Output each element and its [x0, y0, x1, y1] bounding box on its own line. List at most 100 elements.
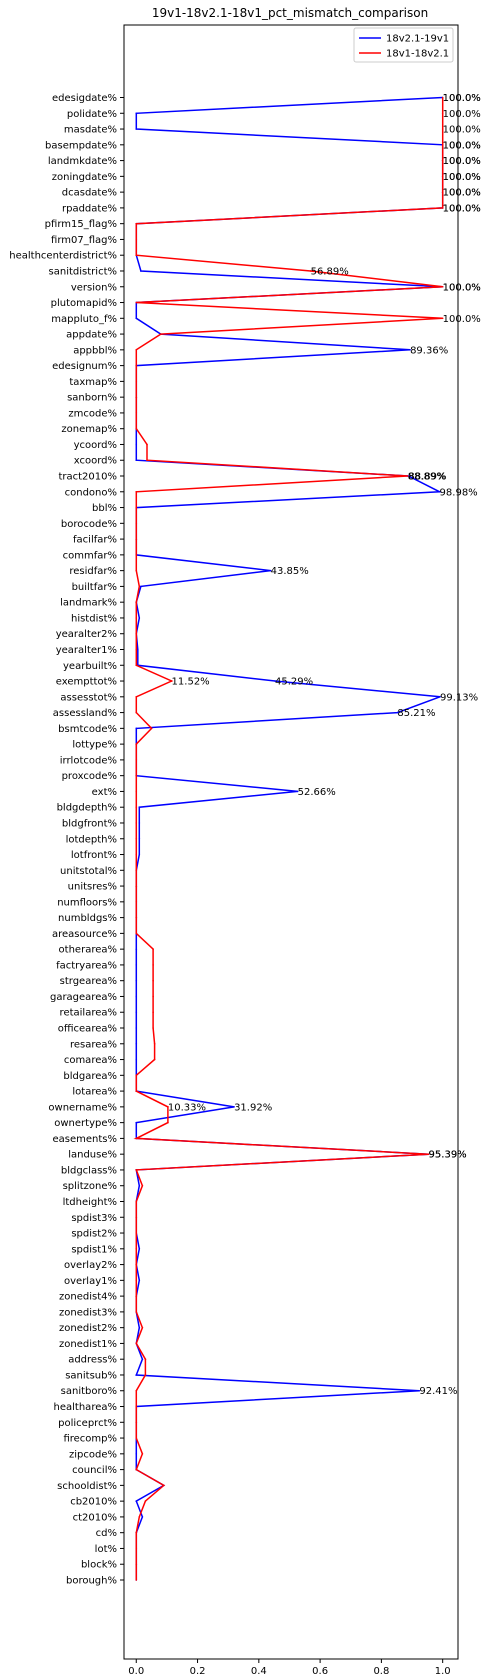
data-point — [138, 1248, 141, 1250]
axis-ticks: edesigdate% polidate% masdate% basempdate% l… — [9, 93, 450, 1677]
y-tick-label: numfloors% — [57, 897, 117, 908]
data-point — [135, 490, 138, 493]
data-point — [140, 585, 142, 588]
data-point — [135, 1011, 138, 1014]
data-label: 45.29% — [275, 677, 313, 688]
data-point — [152, 1011, 154, 1014]
data-point — [153, 1042, 156, 1045]
data-point — [167, 1106, 169, 1108]
data-point — [141, 1516, 144, 1518]
data-point — [396, 711, 399, 714]
data-point — [135, 617, 138, 619]
data-point — [439, 696, 441, 698]
y-tick-label: ycoord% — [74, 440, 117, 451]
data-point — [233, 1106, 235, 1108]
data-point — [135, 412, 138, 414]
y-tick-label: appbbl% — [73, 345, 117, 356]
y-tick-label: landuse% — [68, 1150, 117, 1161]
data-point — [141, 1358, 144, 1361]
y-tick-label: zonemap% — [61, 424, 117, 435]
y-tick-label: builtfar% — [72, 582, 117, 593]
y-tick-label: zonedist2% — [59, 1323, 117, 1334]
y-tick-label: easements% — [52, 1134, 117, 1145]
data-point — [152, 1027, 154, 1029]
data-point — [135, 1311, 138, 1313]
y-tick-label: zoningdate% — [52, 172, 117, 183]
data-point — [135, 301, 138, 304]
data-point — [138, 585, 141, 588]
y-tick-label: sanitdistrict% — [49, 266, 117, 277]
data-point — [136, 648, 139, 651]
data-point — [135, 869, 138, 872]
data-point — [135, 964, 138, 966]
data-label: 100.0% — [443, 140, 481, 151]
y-tick-label: borocode% — [61, 519, 117, 530]
data-point — [138, 1326, 141, 1329]
data-point — [441, 144, 444, 146]
data-point — [138, 617, 141, 619]
y-tick-label: proxcode% — [62, 771, 117, 782]
data-point — [274, 680, 276, 682]
data-label: 100.0% — [443, 203, 481, 214]
y-tick-label: cb2010% — [70, 1497, 117, 1508]
data-point — [135, 1563, 138, 1566]
x-tick-label: 0.2 — [190, 1666, 206, 1677]
data-point — [135, 932, 138, 935]
y-tick-label: spdist1% — [71, 1244, 117, 1255]
data-point — [138, 1279, 141, 1282]
y-tick-label: lotdepth% — [66, 834, 117, 845]
data-point — [152, 979, 154, 982]
data-label: 100.0% — [443, 93, 481, 104]
data-point — [135, 664, 138, 667]
y-tick-label: retailarea% — [60, 1008, 117, 1019]
y-tick-label: overlay2% — [64, 1260, 117, 1271]
y-tick-label: landmark% — [60, 598, 117, 609]
x-tick-label: 0.4 — [251, 1666, 267, 1677]
data-label: 10.33% — [168, 1102, 206, 1113]
data-point — [135, 885, 138, 887]
data-point — [135, 1121, 138, 1124]
data-point — [135, 632, 138, 635]
y-tick-label: dcasdate% — [62, 188, 117, 199]
data-label: 99.13% — [440, 692, 478, 703]
data-label: 100.0% — [443, 109, 481, 120]
data-point — [135, 1248, 138, 1250]
data-label: 98.98% — [440, 487, 478, 498]
y-tick-label: resarea% — [70, 1039, 117, 1050]
data-labels: 100.0% 100.0% 100.0% 100.0% 100.0% 100.0% 100.… — [168, 93, 481, 1397]
y-tick-label: landmkdate% — [48, 156, 117, 167]
data-point — [135, 995, 138, 998]
y-tick-label: bsmtcode% — [58, 724, 117, 735]
data-point — [135, 743, 138, 745]
y-tick-label: council% — [72, 1465, 117, 1476]
data-point — [144, 1374, 147, 1376]
legend: 18v2.1-19v1 18v1-18v2.1 — [353, 27, 454, 63]
y-tick-label: rpaddate% — [62, 203, 117, 214]
data-point — [135, 1468, 138, 1471]
data-point — [138, 1184, 141, 1187]
data-point — [135, 759, 138, 761]
data-point — [135, 1090, 138, 1092]
y-tick-label: edesignum% — [52, 361, 117, 372]
data-label: 100.0% — [443, 282, 481, 293]
data-label: 11.52% — [172, 677, 210, 688]
data-point — [167, 1121, 169, 1124]
data-point — [135, 1279, 138, 1282]
y-tick-label: spdist2% — [71, 1229, 117, 1240]
data-point — [418, 1389, 421, 1392]
y-tick-label: version% — [71, 282, 117, 293]
legend-label: 18v1-18v2.1 — [386, 49, 449, 60]
data-label: 89.36% — [410, 345, 448, 356]
data-label: 100.0% — [443, 172, 481, 183]
y-tick-label: facilfar% — [73, 535, 117, 546]
data-point — [144, 1500, 147, 1502]
data-point — [135, 1453, 138, 1455]
plot-area — [123, 24, 459, 1660]
data-point — [141, 1453, 144, 1455]
y-tick-label: yearalter2% — [56, 629, 117, 640]
data-point — [441, 112, 444, 115]
data-point — [135, 1074, 138, 1077]
data-point — [269, 569, 272, 572]
data-point — [135, 112, 138, 115]
